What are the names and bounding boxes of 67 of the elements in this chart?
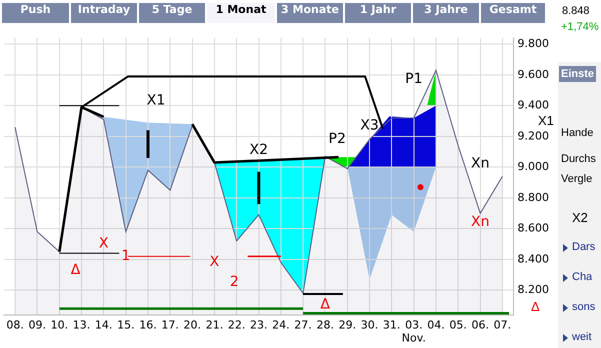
- text: 1 Monat: [207, 3, 275, 23]
- text: sons: [572, 301, 596, 313]
- y-tick-label: 9.000: [518, 160, 550, 174]
- annotation: P2: [328, 130, 346, 147]
- text: Durchs: [561, 153, 596, 165]
- text: 3 Monate: [277, 3, 343, 23]
- y-tick-label: 8.800: [518, 190, 550, 204]
- x-tick-label: 30.: [360, 318, 378, 332]
- y-tick-label: 8.400: [518, 252, 550, 266]
- y-tick-label: 8.200: [518, 283, 550, 296]
- x-tick-label: 15.: [117, 318, 135, 332]
- y-tick-label: 8.600: [518, 222, 550, 235]
- text: Dars: [572, 241, 596, 253]
- x-tick-label: 14.: [94, 318, 112, 332]
- text: Cha: [572, 271, 592, 283]
- annotation: Xn: [471, 156, 490, 172]
- y-tick-label: 9.400: [518, 98, 550, 112]
- x-tick-label: 04.: [427, 318, 445, 332]
- x-tick-label: 20.: [184, 318, 202, 332]
- x-tick-label: 10.: [50, 318, 68, 332]
- text: Einste: [559, 66, 596, 82]
- x-tick-label: 29.: [338, 318, 356, 332]
- text: Nov.: [402, 332, 426, 345]
- x-tick-label: 22.: [228, 318, 246, 332]
- text: Δ: [531, 299, 540, 314]
- text: Intraday: [71, 3, 137, 23]
- y-tick-label: 9.600: [518, 68, 550, 81]
- y-tick-label: 9.200: [518, 129, 550, 142]
- annotation: Xn: [471, 214, 490, 230]
- x-tick-label: 27.: [294, 318, 312, 332]
- text: weit: [572, 331, 592, 343]
- text: 8.848: [562, 5, 590, 17]
- annotation: Δ: [320, 296, 330, 312]
- text: 3 Jahre: [413, 3, 479, 23]
- annotation: X2: [250, 142, 268, 158]
- x-tick-label: 05.: [449, 318, 467, 332]
- x-tick-label: 13.: [72, 318, 90, 332]
- x-tick-label: 17.: [161, 318, 179, 332]
- y-tick-label: 9.800: [518, 37, 550, 50]
- text: 5 Tage: [139, 3, 205, 23]
- x-tick-label: 21.: [206, 318, 224, 332]
- text: 1 Jahr: [345, 3, 411, 23]
- annotation: P1: [405, 71, 422, 88]
- text: X1: [538, 113, 554, 128]
- annotation: 1: [121, 248, 130, 264]
- annotation: 2: [230, 274, 239, 290]
- text: Gesamt: [481, 3, 545, 23]
- text: X2: [572, 210, 588, 225]
- text: +1,74%: [561, 21, 599, 33]
- annotation: X: [98, 236, 109, 252]
- x-tick-label: 28.: [316, 318, 334, 332]
- x-tick-label: 06.: [472, 318, 490, 332]
- text: Push: [2, 3, 69, 23]
- annotation: X: [210, 254, 220, 270]
- x-tick-label: 08.: [6, 318, 24, 332]
- annotation: X1: [146, 92, 166, 109]
- x-tick-label: 03.: [405, 318, 423, 332]
- x-tick-label: 24.: [272, 318, 290, 332]
- text: Vergle: [561, 173, 592, 185]
- x-tick-label: 07.: [494, 318, 512, 332]
- x-tick-label: 31.: [382, 318, 400, 332]
- x-tick-label: 23.: [250, 318, 268, 332]
- x-tick-label: 16.: [139, 318, 157, 332]
- annotation: X3: [360, 117, 379, 134]
- text: Hande: [561, 127, 594, 139]
- x-tick-label: 09.: [28, 318, 46, 332]
- annotation: Δ: [70, 262, 81, 278]
